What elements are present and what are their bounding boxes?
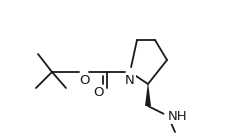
- Text: O: O: [79, 74, 89, 88]
- Polygon shape: [145, 84, 151, 106]
- Text: O: O: [93, 87, 103, 100]
- Text: NH: NH: [168, 109, 188, 122]
- Text: N: N: [125, 74, 135, 88]
